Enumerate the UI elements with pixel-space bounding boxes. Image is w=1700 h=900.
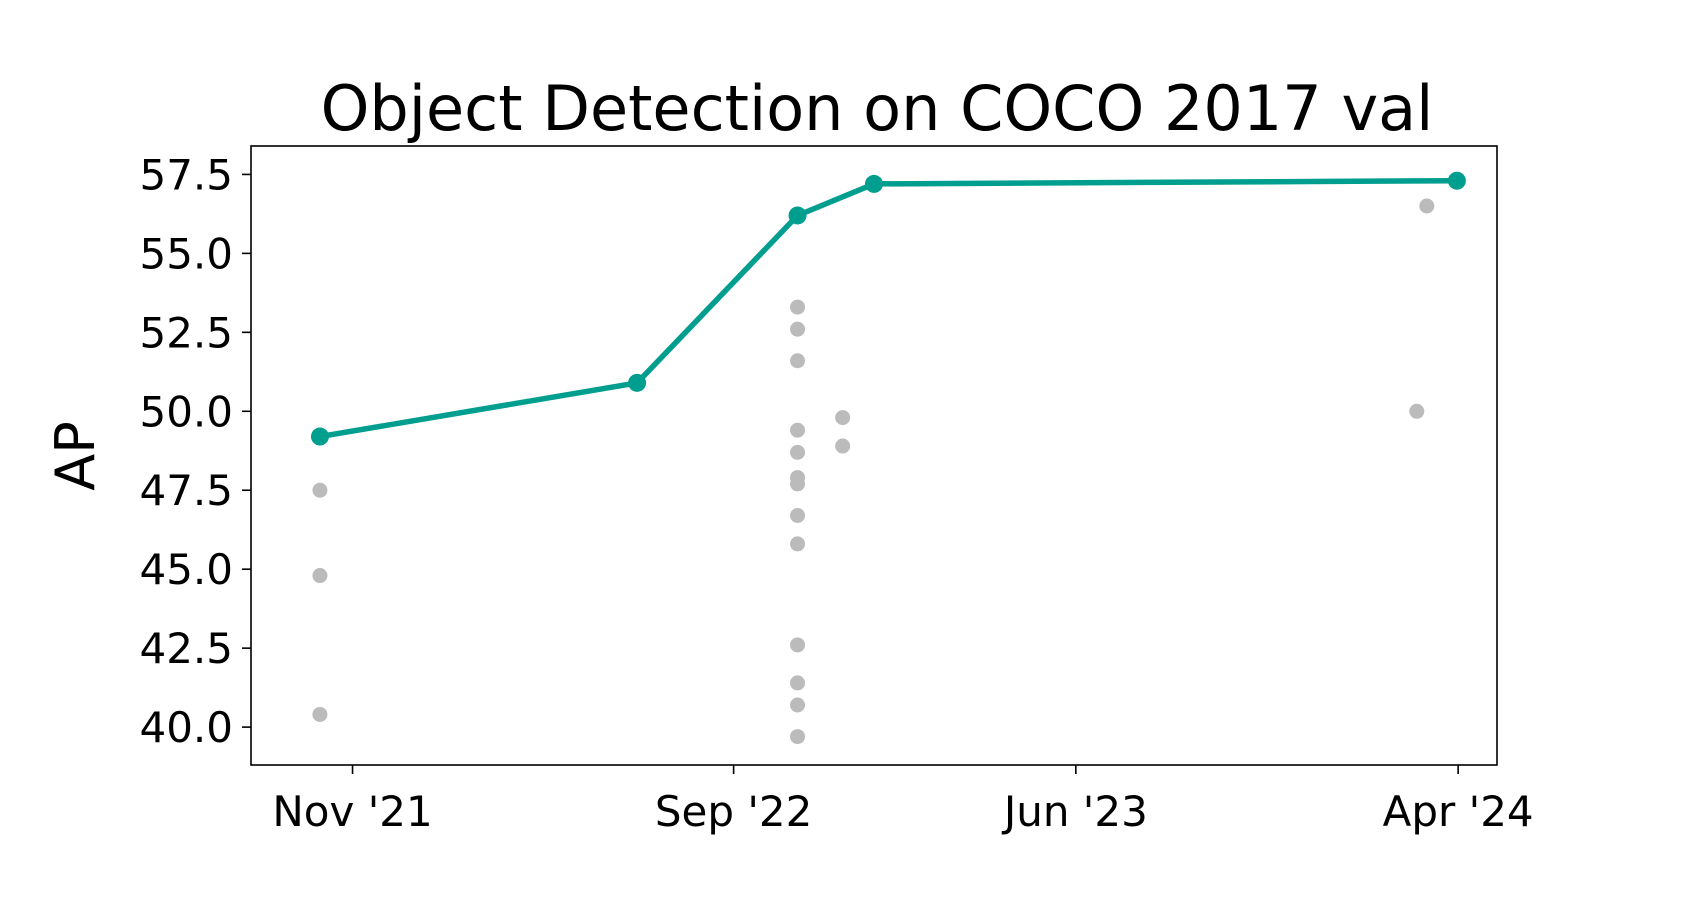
- line-point: [628, 373, 647, 392]
- line-point: [310, 427, 329, 446]
- line-point: [788, 206, 807, 225]
- scatter-point: [790, 508, 806, 524]
- x-tick-label: Apr '24: [1383, 787, 1534, 836]
- scatter-point: [312, 706, 328, 722]
- scatter-point: [1419, 198, 1435, 214]
- best-line: [317, 177, 1460, 440]
- scatter-point: [312, 482, 328, 498]
- y-tick-label: 50.0: [139, 387, 233, 436]
- y-tick-label: 52.5: [139, 308, 233, 357]
- y-tick-label: 40.0: [139, 703, 233, 752]
- scatter-point: [790, 729, 806, 745]
- y-tick-label: 47.5: [139, 466, 233, 515]
- y-axis-label: AP: [44, 421, 107, 491]
- line-point: [1447, 171, 1466, 190]
- plot-area: [310, 171, 1466, 745]
- scatter-point: [790, 536, 806, 552]
- scatter-point: [790, 353, 806, 369]
- y-tick-label: 55.0: [139, 229, 233, 278]
- scatter-point: [835, 438, 851, 454]
- scatter-point: [835, 410, 851, 426]
- y-tick-label: 57.5: [139, 150, 233, 199]
- scatter-point: [790, 476, 806, 492]
- line-point: [865, 174, 883, 193]
- chart-title: Object Detection on COCO 2017 val: [321, 72, 1434, 145]
- scatter-point: [790, 299, 806, 315]
- scatter-point: [790, 422, 806, 438]
- plot-frame: [250, 145, 1498, 766]
- axes: 40.0 42.5 45.0 47.5 50.0 52.5 55.0 57.5 Nov '21 S…: [139, 145, 1534, 836]
- scatter-point: [790, 444, 806, 460]
- y-tick-label: 45.0: [139, 545, 233, 594]
- x-tick-label: Nov '21: [272, 787, 432, 836]
- scatter-point: [1409, 403, 1425, 419]
- scatter-point: [790, 697, 806, 713]
- scatter-point: [790, 675, 806, 691]
- scatter-point: [790, 321, 806, 337]
- y-tick-label: 42.5: [139, 624, 233, 673]
- scatter-point: [312, 568, 328, 584]
- x-tick-label: Jun '23: [1001, 787, 1148, 836]
- scatter-point: [790, 637, 806, 653]
- x-tick-label: Sep '22: [655, 787, 813, 836]
